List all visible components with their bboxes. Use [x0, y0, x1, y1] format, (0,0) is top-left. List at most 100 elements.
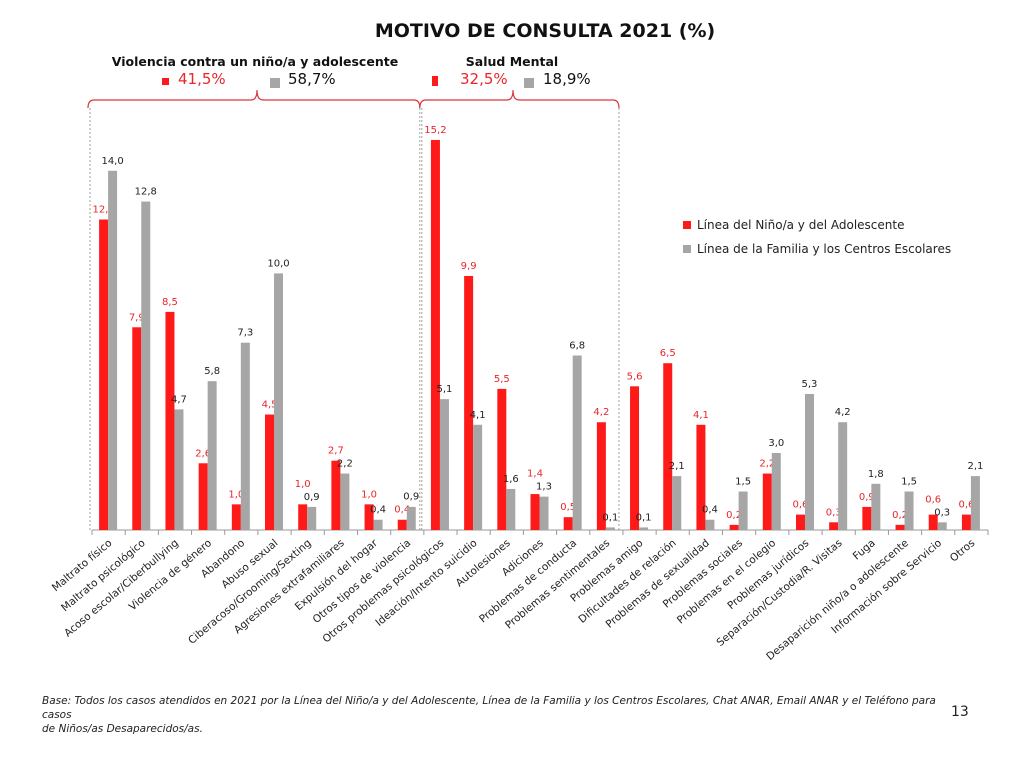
- bar-familia: [605, 527, 615, 530]
- data-label: 0,2: [892, 510, 908, 521]
- group-red-swatch: [432, 76, 438, 86]
- legend-label: Línea de la Familia y los Centros Escola…: [697, 242, 951, 256]
- data-label: 6,8: [569, 341, 585, 352]
- bar-nino: [530, 494, 540, 530]
- bar-familia: [340, 473, 350, 530]
- data-label: 8,5: [162, 297, 178, 308]
- bar-familia: [804, 394, 814, 530]
- bar-nino: [497, 388, 507, 530]
- group-bracket: [87, 89, 421, 109]
- data-label: 5,5: [494, 374, 510, 385]
- bar-nino: [630, 386, 640, 530]
- data-label: 0,1: [636, 512, 652, 523]
- data-label: 0,4: [394, 505, 410, 516]
- bar-nino: [231, 504, 241, 530]
- footnote: Base: Todos los casos atendidos en 2021 …: [42, 694, 942, 736]
- group-gray-swatch: [270, 78, 280, 88]
- data-label: 0,2: [726, 510, 742, 521]
- x-tick-label: Otros problemas psicológicos: [321, 537, 447, 645]
- data-label: 1,8: [868, 469, 884, 480]
- data-label: 0,6: [958, 500, 974, 511]
- group-gray-pct: 58,7%: [288, 70, 336, 88]
- group-title: Violencia contra un niño/a y adolescente: [112, 54, 398, 69]
- data-label: 5,6: [627, 371, 643, 382]
- bar-nino: [696, 424, 706, 530]
- bar-familia: [838, 422, 848, 530]
- bar-nino: [928, 514, 938, 530]
- bar-familia: [639, 527, 649, 530]
- bar-nino: [762, 473, 772, 530]
- data-label: 15,2: [424, 125, 446, 136]
- data-label: 0,3: [934, 507, 950, 518]
- legend-swatch: [683, 221, 691, 229]
- bar-nino: [298, 504, 308, 530]
- data-label: 10,0: [267, 258, 289, 269]
- group-gray-swatch: [524, 78, 534, 88]
- data-label: 12,8: [135, 187, 157, 198]
- bar-familia: [705, 519, 715, 530]
- bar-nino: [364, 504, 374, 530]
- bar-familia: [771, 453, 781, 530]
- data-label: 1,3: [536, 482, 552, 493]
- group-title: Salud Mental: [466, 54, 558, 69]
- bar-nino: [265, 414, 275, 530]
- data-label: 1,0: [361, 489, 377, 500]
- bar-familia: [274, 273, 284, 530]
- bar-nino: [99, 219, 109, 530]
- data-label: 1,0: [228, 489, 244, 500]
- data-label: 1,5: [735, 477, 751, 488]
- bar-nino: [795, 514, 805, 530]
- footnote-line-1: Base: Todos los casos atendidos en 2021 …: [42, 695, 936, 721]
- bar-familia: [937, 522, 947, 530]
- data-label: 5,1: [436, 384, 452, 395]
- data-label: 2,2: [337, 459, 353, 470]
- bar-familia: [473, 424, 483, 530]
- bar-nino: [397, 519, 407, 530]
- data-label: 0,5: [560, 502, 576, 513]
- data-label: 2,7: [328, 446, 344, 457]
- data-label: 7,9: [129, 312, 145, 323]
- data-label: 0,4: [702, 505, 718, 516]
- bar-nino: [961, 514, 971, 530]
- bar-familia: [539, 496, 549, 530]
- bar-nino: [464, 275, 474, 530]
- bar-nino: [165, 311, 175, 530]
- chart-title: MOTIVO DE CONSULTA 2021 (%): [375, 20, 715, 42]
- data-label: 2,2: [759, 459, 775, 470]
- group-red-pct: 32,5%: [460, 70, 508, 88]
- bar-familia: [871, 483, 881, 530]
- data-label: 9,9: [461, 261, 477, 272]
- bar-nino: [331, 460, 341, 530]
- data-label: 1,5: [901, 477, 917, 488]
- data-label: 14,0: [101, 156, 123, 167]
- data-label: 0,4: [370, 505, 386, 516]
- data-label: 0,6: [793, 500, 809, 511]
- group-bracket: [419, 89, 620, 109]
- bar-familia: [174, 409, 184, 530]
- data-label: 4,1: [470, 410, 486, 421]
- data-label: 4,5: [262, 400, 278, 411]
- bar-nino: [829, 522, 839, 530]
- legend-swatch: [683, 245, 691, 253]
- data-label: 0,1: [602, 512, 618, 523]
- bar-familia: [439, 399, 449, 530]
- data-label: 4,1: [693, 410, 709, 421]
- bar-familia: [307, 506, 317, 530]
- x-tick-label: Fuga: [851, 537, 878, 562]
- data-label: 5,3: [802, 379, 818, 390]
- data-label: 2,1: [967, 461, 983, 472]
- bar-nino: [596, 422, 606, 530]
- data-label: 0,9: [859, 492, 875, 503]
- group-red-swatch: [162, 78, 169, 85]
- group-gray-pct: 18,9%: [543, 70, 591, 88]
- data-label: 4,7: [171, 394, 187, 405]
- bar-familia: [373, 519, 383, 530]
- bar-familia: [738, 491, 748, 530]
- data-label: 0,6: [925, 494, 941, 505]
- data-label: 0,3: [826, 507, 842, 518]
- data-label: 6,5: [660, 348, 676, 359]
- bar-familia: [207, 381, 217, 530]
- bar-familia: [572, 355, 582, 530]
